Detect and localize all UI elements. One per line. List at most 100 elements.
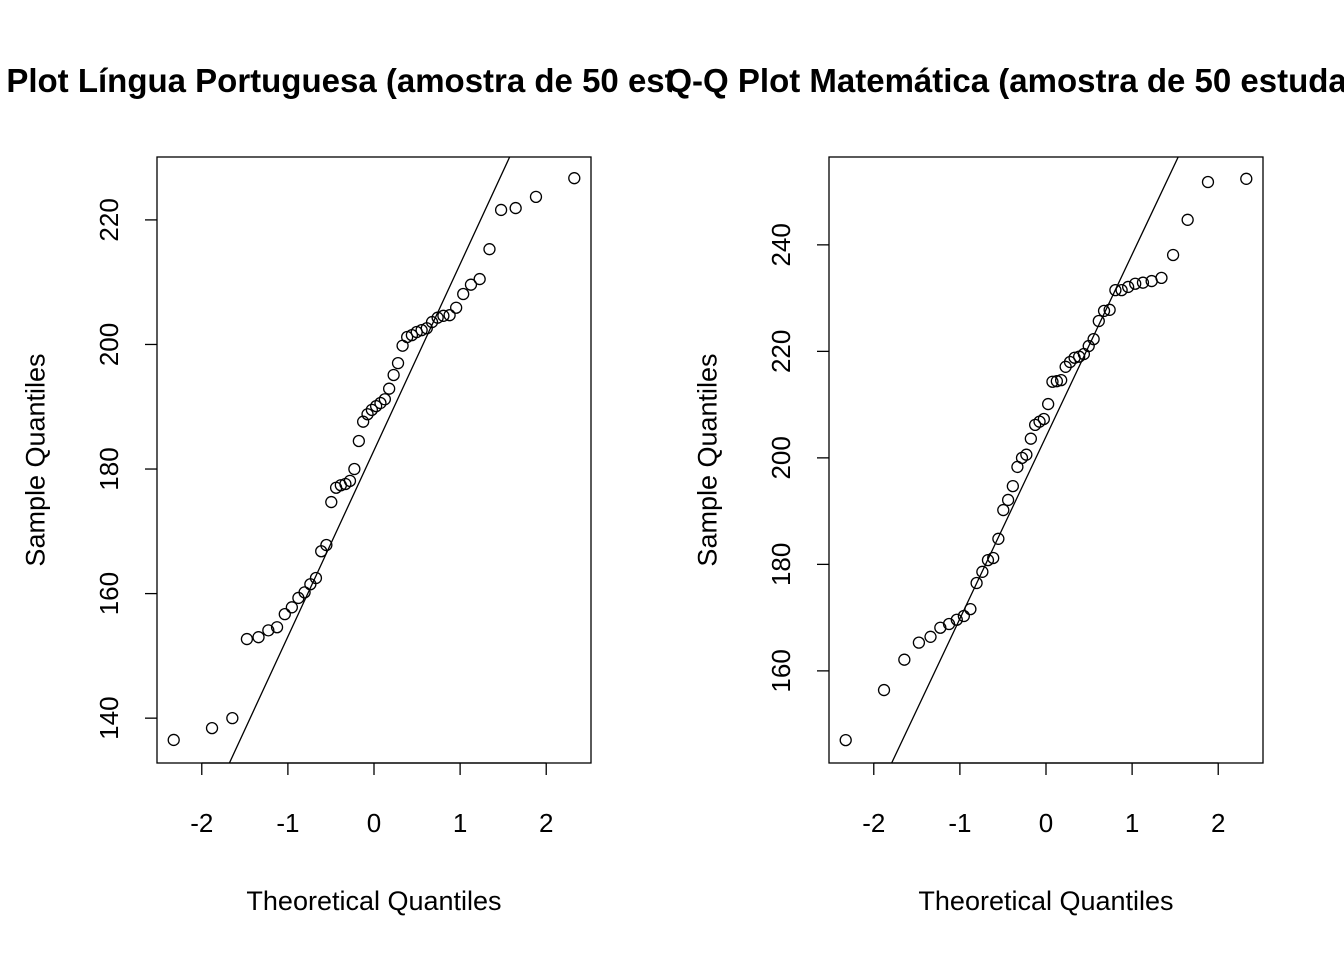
x-tick-label: -1 (276, 808, 299, 838)
point (387, 368, 400, 382)
point (1115, 283, 1128, 297)
y-tick-label: 240 (766, 223, 796, 266)
point (1087, 332, 1100, 346)
point (992, 532, 1005, 545)
x-tick-label: 0 (367, 808, 381, 838)
chart-title: Q-Q Plot Língua Portuguesa (amostra de 5… (0, 62, 813, 99)
point (839, 733, 852, 747)
x-axis-label: Theoretical Quantiles (246, 886, 501, 916)
point (987, 551, 1000, 565)
point (415, 323, 428, 337)
y-axis-label: Sample Quantiles (20, 353, 50, 566)
point (1109, 283, 1122, 297)
plot-area (890, 157, 1179, 763)
x-tick-label: -1 (948, 808, 971, 838)
point (529, 190, 543, 204)
chart-title: Q-Q Plot Matemática (amostra de 50 estud… (666, 62, 1344, 99)
point (431, 311, 444, 324)
point (1050, 375, 1063, 388)
point (262, 624, 275, 637)
point (252, 631, 265, 644)
point (1103, 303, 1116, 316)
point (1240, 172, 1253, 185)
y-axis-label: Sample Quantiles (692, 353, 722, 566)
point (1042, 397, 1055, 411)
point (877, 683, 891, 697)
point (449, 301, 463, 314)
y-tick-label: 160 (94, 572, 124, 615)
y-tick-label: 220 (94, 198, 124, 241)
y-tick-label: 180 (766, 543, 796, 586)
point (1020, 448, 1033, 461)
point (167, 733, 180, 747)
point (457, 287, 470, 301)
point (361, 408, 374, 421)
x-axis-label: Theoretical Quantiles (918, 886, 1173, 916)
y-tick-label: 200 (94, 323, 124, 366)
point (1129, 277, 1142, 290)
x-tick-label: 1 (453, 808, 467, 838)
point (391, 357, 405, 370)
point (981, 553, 995, 567)
point (924, 630, 937, 643)
point (205, 721, 219, 735)
point (1092, 314, 1105, 328)
point (473, 272, 486, 286)
point (374, 396, 387, 410)
point (483, 243, 496, 256)
point (325, 495, 338, 509)
x-tick-label: 0 (1039, 808, 1053, 838)
point (1037, 412, 1050, 426)
point (1136, 276, 1150, 289)
point (976, 565, 989, 578)
point (494, 203, 508, 217)
y-tick-label: 220 (766, 330, 796, 373)
x-tick-label: 2 (1211, 808, 1225, 838)
point (1024, 432, 1037, 445)
y-tick-label: 200 (766, 436, 796, 479)
point (443, 309, 456, 322)
point (950, 613, 963, 626)
x-tick-label: 1 (1125, 808, 1139, 838)
point (1063, 355, 1077, 369)
point (365, 403, 378, 417)
point (1055, 373, 1068, 387)
point (898, 653, 911, 666)
point (240, 632, 254, 646)
point (1181, 213, 1194, 226)
point (1046, 375, 1059, 388)
point (226, 712, 239, 725)
x-tick-label: -2 (190, 808, 213, 838)
point (320, 538, 333, 552)
point (1097, 304, 1111, 318)
point (568, 172, 581, 185)
x-tick-label: 2 (539, 808, 553, 838)
point (352, 434, 365, 448)
point (437, 309, 450, 322)
point (464, 278, 478, 291)
point (1122, 280, 1135, 294)
point (348, 462, 361, 476)
point (509, 201, 522, 215)
point (1001, 493, 1015, 507)
point (1166, 248, 1180, 262)
point (1006, 479, 1019, 493)
point (997, 503, 1010, 517)
y-tick-label: 160 (766, 649, 796, 692)
point (278, 607, 291, 621)
point (970, 576, 983, 590)
reference-line (228, 157, 511, 763)
title-group: Q-Q Plot Língua Portuguesa (amostra de 5… (0, 62, 813, 99)
point (383, 382, 396, 395)
point (270, 621, 284, 634)
point (964, 602, 977, 616)
point (356, 415, 370, 428)
plot-area (228, 157, 511, 763)
point (298, 586, 311, 599)
point (957, 609, 970, 623)
point (378, 393, 392, 406)
point (309, 571, 323, 585)
title-group: Q-Q Plot Matemática (amostra de 50 estud… (666, 62, 1344, 99)
